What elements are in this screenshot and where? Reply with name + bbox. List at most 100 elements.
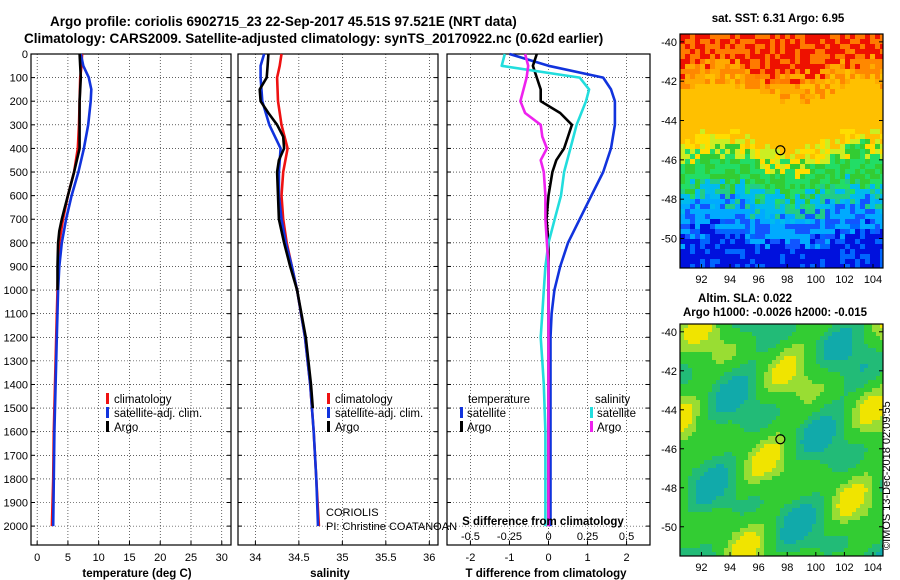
map-cell (868, 436, 873, 441)
map-cell (744, 488, 749, 493)
map-cell (776, 412, 781, 417)
map-cell (772, 416, 777, 421)
map-cell (740, 472, 745, 477)
map-cell (792, 400, 797, 405)
x-tick-label: 20 (154, 552, 166, 564)
map-cell (848, 340, 853, 345)
map-cell (720, 516, 725, 521)
map-cell (848, 352, 853, 357)
map-cell (835, 169, 841, 175)
map-cell (840, 214, 846, 220)
map-cell (860, 332, 865, 337)
map-cell (685, 194, 691, 200)
map-cell (848, 436, 853, 441)
map-cell (784, 444, 789, 449)
map-cell (720, 344, 725, 349)
map-cell (800, 169, 806, 175)
map-cell (776, 344, 781, 349)
map-cell (850, 199, 856, 205)
map-cell (705, 194, 711, 200)
map-cell (868, 492, 873, 497)
map-cell (795, 249, 801, 255)
map-cell (864, 396, 869, 401)
map-cell (680, 199, 686, 205)
map-cell (868, 508, 873, 513)
map-cell (705, 139, 711, 145)
map-cell (775, 184, 781, 190)
map-cell (825, 239, 831, 245)
map-cell (795, 44, 801, 50)
map-cell (688, 428, 693, 433)
map-cell (680, 484, 685, 489)
map-cell (856, 400, 861, 405)
map-cell (844, 496, 849, 501)
map-cell (708, 504, 713, 509)
map-cell (856, 504, 861, 509)
map-cell (780, 364, 785, 369)
map-cell (688, 412, 693, 417)
map-cell (836, 456, 841, 461)
map-cell (825, 134, 831, 140)
map-cell (785, 189, 791, 195)
map-cell (680, 356, 685, 361)
map-cell (815, 264, 821, 269)
map-cell (695, 234, 701, 240)
map-cell (805, 234, 811, 240)
map-cell (716, 328, 721, 333)
map-cell (800, 388, 805, 393)
map-cell (710, 94, 716, 100)
map-cell (804, 496, 809, 501)
map-cell (690, 109, 696, 115)
map-cell (832, 508, 837, 513)
map-cell (860, 254, 866, 260)
map-cell (696, 400, 701, 405)
map-cell (750, 199, 756, 205)
map-cell (700, 189, 706, 195)
map-cell (860, 189, 866, 195)
map-cell (720, 384, 725, 389)
map-cell (735, 39, 741, 45)
map-cell (740, 376, 745, 381)
map-cell (770, 234, 776, 240)
map-cell (860, 229, 866, 235)
map-cell (700, 456, 705, 461)
map-cell (780, 496, 785, 501)
map-cell (865, 264, 871, 269)
map-cell (810, 234, 816, 240)
map-cell (788, 348, 793, 353)
map-cell (875, 59, 881, 65)
map-cell (720, 209, 726, 215)
map-cell (775, 89, 781, 95)
map-cell (836, 424, 841, 429)
map-cell (804, 508, 809, 513)
map-cell (745, 219, 751, 225)
map-cell (760, 149, 766, 155)
map-cell (844, 416, 849, 421)
map-cell (815, 79, 821, 85)
map-cell (756, 328, 761, 333)
map-cell (680, 532, 685, 537)
map-cell (765, 104, 771, 110)
map-cell (850, 159, 856, 165)
map-cell (810, 139, 816, 145)
map-cell (804, 408, 809, 413)
y-tick-label: 1700 (4, 450, 28, 462)
map-cell (848, 344, 853, 349)
map-cell (680, 472, 685, 477)
map-cell (685, 149, 691, 155)
map-cell (695, 129, 701, 135)
map-cell (735, 134, 741, 140)
map-cell (840, 104, 846, 110)
map-cell (695, 184, 701, 190)
map-cell (824, 368, 829, 373)
map-cell (732, 520, 737, 525)
map-cell (780, 532, 785, 537)
map-cell (728, 476, 733, 481)
map-cell (830, 204, 836, 210)
map-cell (795, 264, 801, 269)
map-cell (708, 332, 713, 337)
y-tick-label: 2000 (4, 521, 28, 533)
map-cell (684, 476, 689, 481)
map-cell (725, 244, 731, 250)
map-cell (780, 49, 786, 55)
